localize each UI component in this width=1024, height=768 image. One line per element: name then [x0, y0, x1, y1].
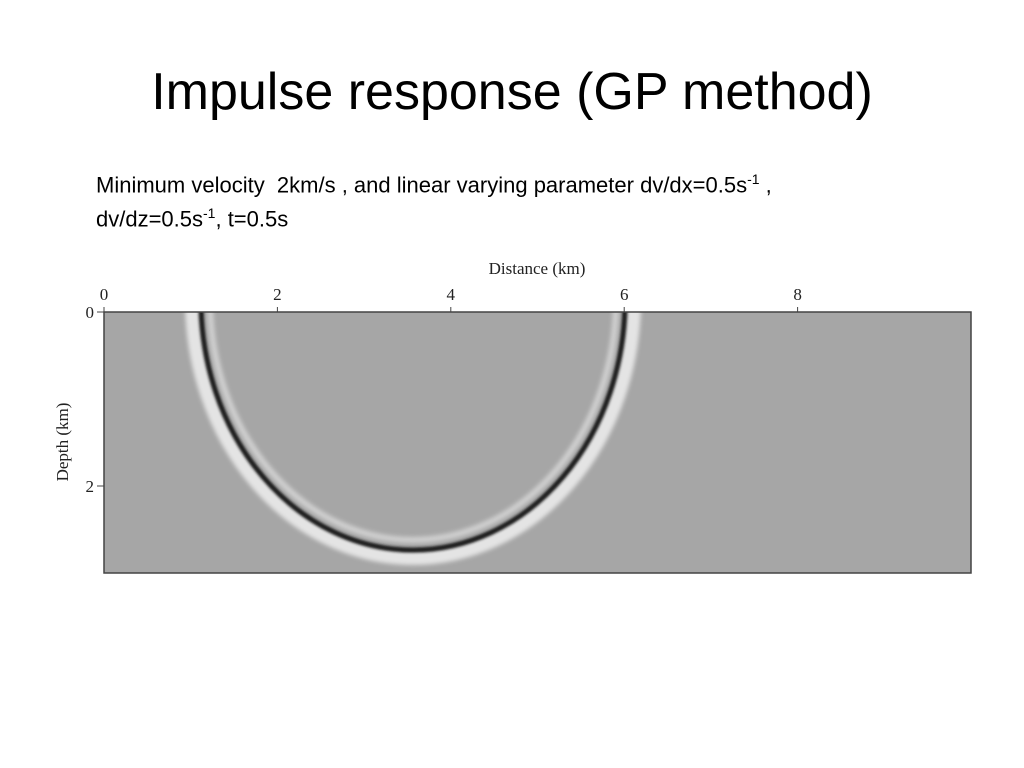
caption-line: Minimum velocity 2km/s , and linear vary…: [96, 171, 772, 198]
caption-line: dv/dz=0.5s-1, t=0.5s: [96, 205, 288, 232]
superscript: -1: [747, 171, 760, 187]
x-tick-label: 6: [620, 285, 629, 304]
y-axis-label: Depth (km): [53, 403, 72, 482]
y-tick-label: 0: [86, 303, 95, 322]
x-tick-label: 4: [447, 285, 456, 304]
superscript: -1: [203, 205, 216, 221]
image-frame: [103, 311, 972, 574]
x-tick-label: 0: [100, 285, 109, 304]
slide-title: Impulse response (GP method): [151, 63, 873, 121]
caption-text: ,: [759, 172, 772, 198]
y-tick-label: 2: [86, 477, 95, 496]
caption-text: dv/dz=0.5s: [96, 206, 204, 232]
x-tick-label: 8: [793, 285, 802, 304]
x-tick-label: 2: [273, 285, 282, 304]
x-axis-label: Distance (km): [489, 259, 586, 278]
caption-text: , t=0.5s: [215, 206, 289, 232]
caption-text: Minimum velocity 2km/s , and linear vary…: [96, 172, 748, 198]
wavefront: [185, 312, 641, 565]
